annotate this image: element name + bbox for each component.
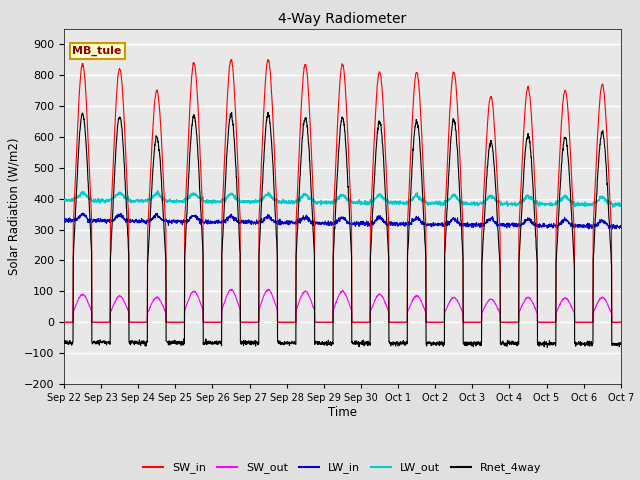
Title: 4-Way Radiometer: 4-Way Radiometer bbox=[278, 12, 406, 26]
Text: MB_tule: MB_tule bbox=[72, 46, 122, 56]
Legend: SW_in, SW_out, LW_in, LW_out, Rnet_4way: SW_in, SW_out, LW_in, LW_out, Rnet_4way bbox=[139, 458, 546, 478]
Y-axis label: Solar Radiation (W/m2): Solar Radiation (W/m2) bbox=[8, 138, 21, 275]
X-axis label: Time: Time bbox=[328, 406, 357, 419]
